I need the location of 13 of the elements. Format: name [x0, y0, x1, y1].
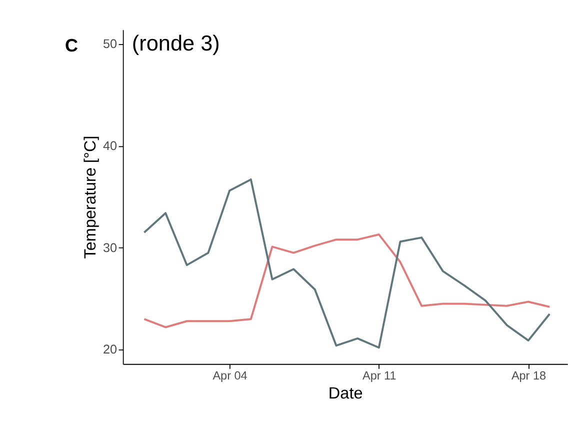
annotation: (ronde 3) [132, 30, 220, 56]
line-series [143, 178, 551, 349]
x-tick-label: Apr 18 [511, 370, 546, 383]
y-tick-label: 40 [102, 138, 117, 153]
y-tick-label: 20 [102, 342, 117, 357]
line-series [143, 234, 551, 328]
y-axis-title: Temperature [°C] [82, 136, 100, 259]
x-tick-label: Apr 04 [212, 370, 248, 383]
y-tick-label: 30 [102, 240, 117, 255]
chart-title: C [65, 35, 78, 56]
x-axis-title: Date [328, 384, 363, 403]
y-tick-label: 50 [102, 36, 117, 51]
x-tick-label: Apr 11 [362, 370, 396, 383]
